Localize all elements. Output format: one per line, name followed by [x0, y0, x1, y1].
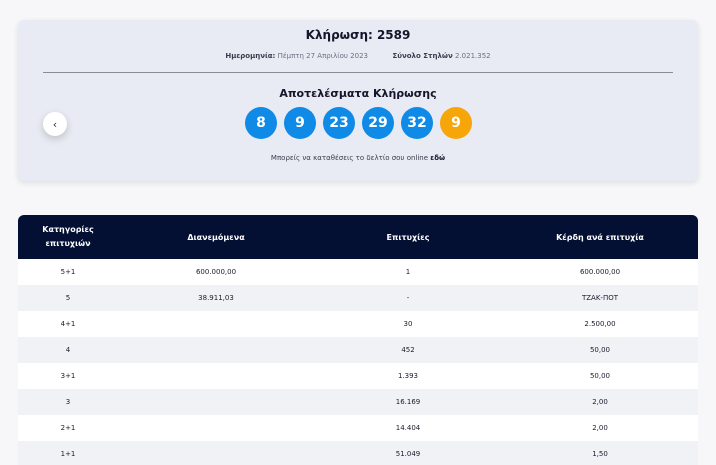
number-ball: 23 — [323, 107, 355, 139]
header-prize: Κέρδη ανά επιτυχία — [556, 232, 644, 242]
table-header: Κατηγορίες επιτυχιών Διανεμόμενα Επιτυχί… — [18, 215, 698, 259]
number-ball: 32 — [401, 107, 433, 139]
date-label: Ημερομηνία: — [225, 52, 276, 60]
columns-label: Σύνολο Στηλών — [392, 52, 453, 60]
cell-category: 3 — [65, 398, 71, 406]
table-row: 4+1 30 2.500,00 — [18, 311, 698, 337]
results-title: Αποτελέσματα Κλήρωσης — [279, 87, 437, 100]
cell-winners: 452 — [401, 346, 415, 354]
cell-prize: 2.500,00 — [584, 320, 616, 328]
cell-category: 1+1 — [60, 450, 76, 458]
draw-meta: Ημερομηνία: Πέμπτη 27 Απριλίου 2023 Σύνο… — [18, 52, 698, 60]
cell-category: 2+1 — [60, 424, 76, 432]
table-row: 3+1 1.393 50,00 — [18, 363, 698, 389]
table-row: 3 16.169 2,00 — [18, 389, 698, 415]
cell-category: 4 — [65, 346, 71, 354]
cell-prize: 600.000,00 — [579, 268, 621, 276]
header-category-line2: επιτυχιών — [45, 239, 91, 248]
draw-card: Κλήρωση: 2589 Ημερομηνία: Πέμπτη 27 Απρι… — [18, 20, 698, 181]
cell-prize: 2,00 — [592, 398, 608, 406]
online-text: Μπορείς να καταθέσεις το δελτίο σου onli… — [270, 154, 429, 162]
cell-winners: 51.049 — [395, 450, 421, 458]
cell-distributed: 38.911,03 — [198, 294, 234, 302]
table-body: 5+1 600.000,00 1 600.000,00 5 38.911,03 - ΤΖΑΚ-… — [18, 259, 698, 465]
draw-title: Κλήρωση: 2589 — [305, 28, 411, 42]
previous-draw-button[interactable]: ‹ — [43, 112, 67, 136]
chevron-left-icon: ‹ — [52, 117, 58, 131]
table-row: 4 452 50,00 — [18, 337, 698, 363]
divider — [43, 72, 673, 73]
header-category: Κατηγορίες επιτυχιών — [18, 223, 118, 251]
winning-numbers: 8 9 23 29 32 9 — [245, 107, 472, 139]
table-row: 1+1 51.049 1,50 — [18, 441, 698, 465]
cell-prize: 1,50 — [592, 450, 608, 458]
columns-value: 2.021.352 — [454, 52, 491, 60]
date-value: Πέμπτη 27 Απριλίου 2023 — [277, 52, 368, 60]
table-row: 5 38.911,03 - ΤΖΑΚ-ΠΟΤ — [18, 285, 698, 311]
cell-winners: - — [406, 294, 410, 302]
number-ball: 9 — [284, 107, 316, 139]
number-ball: 29 — [362, 107, 394, 139]
header-distributed: Διανεμόμενα — [187, 232, 245, 242]
prize-table: Κατηγορίες επιτυχιών Διανεμόμενα Επιτυχί… — [18, 215, 698, 465]
table-row: 5+1 600.000,00 1 600.000,00 — [18, 259, 698, 285]
cell-category: 5 — [65, 294, 71, 302]
joker-ball: 9 — [440, 107, 472, 139]
cell-prize: 2,00 — [592, 424, 608, 432]
cell-category: 3+1 — [60, 372, 76, 380]
header-winners: Επιτυχίες — [386, 232, 430, 242]
number-ball: 8 — [245, 107, 277, 139]
online-link[interactable]: εδώ — [430, 154, 446, 162]
cell-winners: 1.393 — [397, 372, 419, 380]
cell-winners: 14.404 — [395, 424, 421, 432]
cell-category: 4+1 — [60, 320, 76, 328]
cell-prize: 50,00 — [589, 372, 611, 380]
cell-prize: 50,00 — [589, 346, 611, 354]
cell-winners: 30 — [403, 320, 413, 328]
cell-distributed: 600.000,00 — [195, 268, 237, 276]
online-play-text: Μπορείς να καταθέσεις το δελτίο σου onli… — [18, 154, 698, 162]
cell-winners: 1 — [405, 268, 411, 276]
header-category-line1: Κατηγορίες — [42, 225, 94, 234]
table-row: 2+1 14.404 2,00 — [18, 415, 698, 441]
cell-winners: 16.169 — [395, 398, 421, 406]
cell-prize: ΤΖΑΚ-ΠΟΤ — [581, 294, 619, 302]
cell-category: 5+1 — [60, 268, 76, 276]
